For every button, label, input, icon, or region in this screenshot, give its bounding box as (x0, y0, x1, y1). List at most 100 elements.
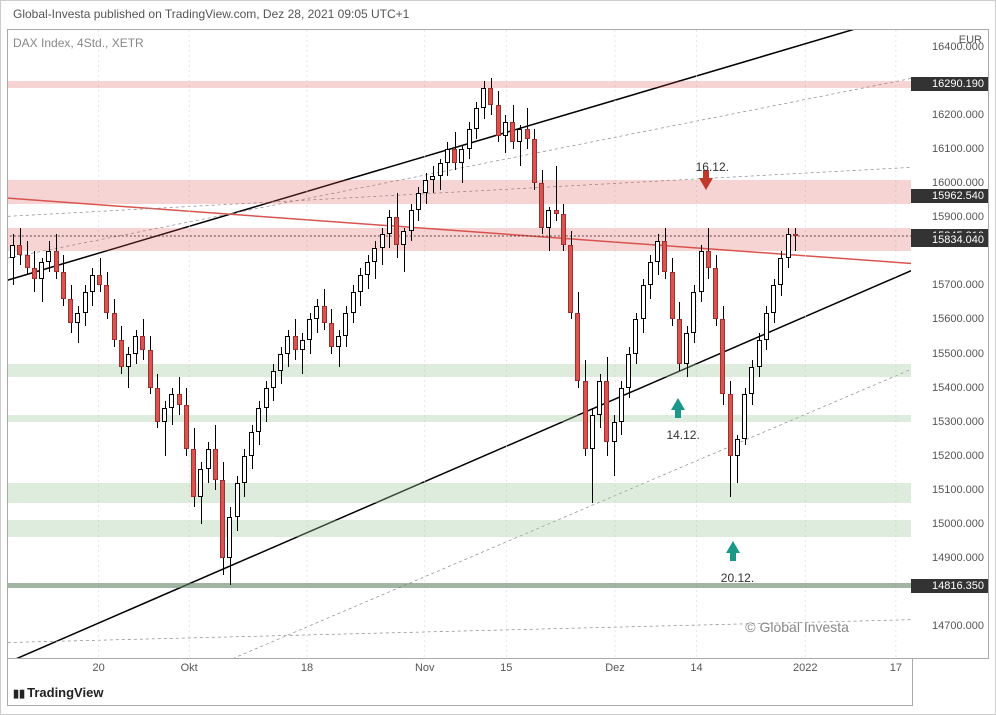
candle-body (481, 88, 486, 108)
plot-area[interactable]: 16.12.14.12.20.12. © Global Investa (7, 29, 913, 659)
candle-body (641, 285, 646, 319)
zone (8, 364, 912, 378)
candle-body (771, 285, 776, 312)
y-tick-label: 16200.000 (932, 109, 984, 121)
candle-body (10, 245, 15, 259)
candle-body (612, 422, 617, 442)
candle-body (155, 388, 160, 422)
candle-wick (13, 234, 14, 285)
candle-body (198, 469, 203, 496)
candle-body (104, 285, 109, 312)
candle-body (778, 258, 783, 285)
y-tick-label: 16000.000 (932, 177, 984, 189)
candle-body (83, 292, 88, 312)
candle-body (467, 129, 472, 149)
candle-body (162, 408, 167, 422)
candle-body (54, 251, 59, 271)
candle-body (764, 313, 769, 340)
candle-body (510, 122, 515, 142)
candle-body (126, 354, 131, 368)
x-tick-label: 2022 (793, 662, 817, 674)
watermark: © Global Investa (745, 619, 849, 635)
candle-body (372, 248, 377, 262)
candle-body (46, 251, 51, 261)
candle-body (525, 129, 530, 139)
candle-body (343, 313, 348, 337)
x-tick-label: Okt (181, 662, 198, 674)
y-tick-label: 15400.000 (932, 382, 984, 394)
candle-body (474, 108, 479, 128)
candle-body (394, 217, 399, 244)
candle-body (503, 122, 508, 136)
y-tick-label: 16400.000 (932, 41, 984, 53)
candle-body (539, 183, 544, 227)
candle-body (699, 251, 704, 292)
candle-body (488, 88, 493, 105)
candle-body (597, 381, 602, 415)
candle-body (235, 483, 240, 517)
y-highlight-label: 14816.350 (911, 579, 988, 593)
candle-body (133, 336, 138, 353)
candle-body (90, 275, 95, 292)
x-axis: 20Okt18Nov15Dez14202217 (7, 658, 913, 706)
candle-body (720, 319, 725, 394)
trendline (8, 360, 913, 659)
chart-container: Global-Investa published on TradingView.… (0, 0, 996, 715)
y-tick-label: 15500.000 (932, 348, 984, 360)
candle-body (300, 340, 305, 350)
candle-body (749, 367, 754, 394)
candle-body (416, 193, 421, 210)
candle-body (691, 292, 696, 333)
candle-body (626, 354, 631, 388)
candle-body (293, 336, 298, 350)
candle-body (271, 371, 276, 388)
candle-body (148, 350, 153, 387)
y-tick-label: 14900.000 (932, 552, 984, 564)
candle-body (97, 275, 102, 285)
y-tick-label: 15600.000 (932, 313, 984, 325)
x-tick-label: Nov (415, 662, 435, 674)
candle-body (25, 255, 30, 269)
candle-body (227, 517, 232, 558)
y-tick-label: 15900.000 (932, 211, 984, 223)
candle-body (249, 432, 254, 456)
x-tick-label: 14 (690, 662, 702, 674)
candle-body (648, 262, 653, 286)
candle-body (583, 381, 588, 449)
candle-body (655, 241, 660, 261)
candle-body (329, 323, 334, 347)
candle-body (713, 268, 718, 319)
candle-body (409, 210, 414, 230)
y-highlight-label: 15962.540 (911, 189, 988, 203)
candle-body (546, 210, 551, 227)
candle-body (684, 333, 689, 364)
candle-body (32, 268, 37, 278)
y-highlight-label: 15834.040 (911, 233, 988, 247)
candle-body (336, 336, 341, 346)
zone (8, 583, 912, 588)
annotation-label: 14.12. (666, 428, 699, 442)
candle-body (387, 217, 392, 234)
candle-body (662, 241, 667, 272)
candle-body (140, 336, 145, 350)
candle-body (757, 340, 762, 367)
candle-body (677, 319, 682, 363)
annotation-label: 16.12. (696, 160, 729, 174)
candle-wick (78, 306, 79, 343)
x-tick-label: 18 (301, 662, 313, 674)
candle-body (401, 231, 406, 245)
candle-body (184, 405, 189, 449)
candle-body (459, 149, 464, 163)
y-tick-label: 15300.000 (932, 416, 984, 428)
candle-body (358, 275, 363, 292)
zone (8, 228, 912, 252)
candle-body (256, 408, 261, 432)
tradingview-logo: ▮▮TradingView (13, 685, 103, 700)
zone (8, 520, 912, 537)
candle-wick (795, 228, 796, 252)
arrow-up-icon (726, 541, 740, 553)
candle-body (68, 299, 73, 323)
candle-body (575, 313, 580, 381)
x-tick-label: 17 (890, 662, 902, 674)
zone (8, 81, 912, 88)
